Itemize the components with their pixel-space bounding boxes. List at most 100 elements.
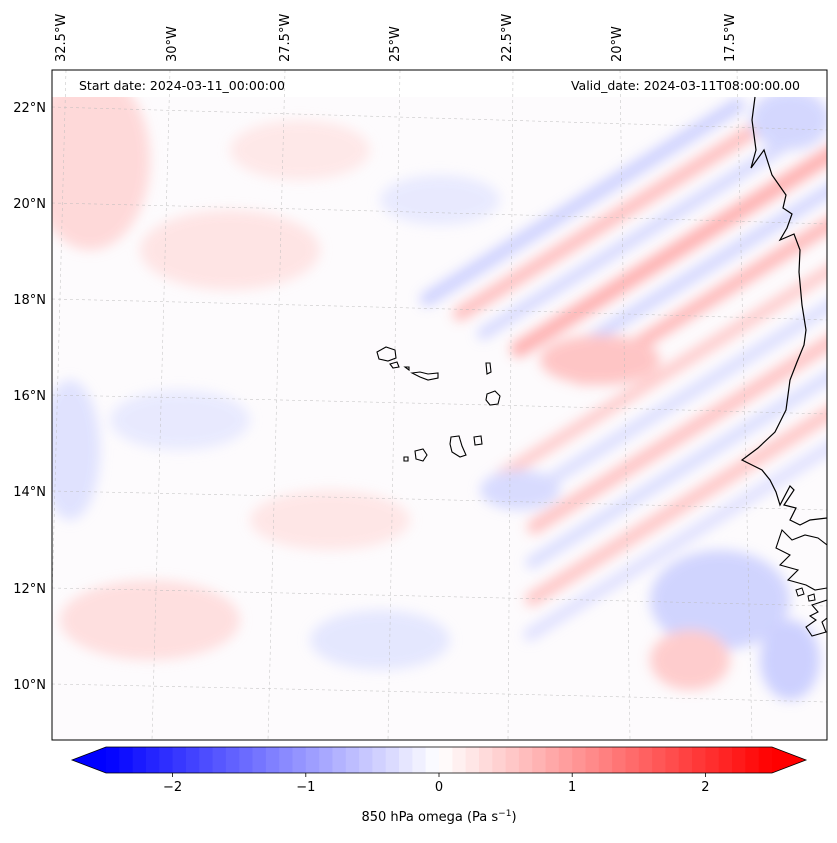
omega-blob <box>60 580 240 660</box>
colorbar-outline <box>70 746 808 774</box>
gridline-lon <box>267 70 286 740</box>
lat-label: 14°N <box>13 485 46 500</box>
colorbar-cell <box>372 747 387 773</box>
colorbar-cell <box>185 747 200 773</box>
colorbar-cell <box>452 747 467 773</box>
colorbar-cell <box>252 747 267 773</box>
lon-label: 27.5°W <box>278 14 293 62</box>
colorbar-cell <box>532 747 547 773</box>
island-sal <box>485 362 492 375</box>
omega-blob <box>52 380 100 520</box>
valid-date-label: Valid_date: 2024-03-11T08:00:00.00 <box>571 78 800 93</box>
gridline-lat <box>52 490 827 511</box>
lat-label: 10°N <box>13 678 46 693</box>
lon-label: 22.5°W <box>500 14 515 62</box>
colorbar-cell <box>492 747 507 773</box>
omega-streak <box>495 253 827 482</box>
colorbar-tick-label: −1 <box>296 780 315 795</box>
colorbar-cell <box>239 747 254 773</box>
colorbar-tick-label: 1 <box>568 780 576 795</box>
gridlines <box>52 70 827 740</box>
omega-streak <box>543 164 827 372</box>
colorbar-cell <box>385 747 400 773</box>
colorbar-cells <box>106 747 773 773</box>
coastline-guinea-bissau <box>775 528 827 591</box>
colorbar-cell <box>625 747 640 773</box>
omega-blob <box>310 610 450 670</box>
gridline-lat <box>52 683 827 703</box>
colorbar-cell <box>199 747 214 773</box>
island-santa-luzia <box>403 366 410 372</box>
colorbar-cell <box>665 747 680 773</box>
colorbar-cell <box>119 747 134 773</box>
omega-streak <box>527 268 827 497</box>
gridline-lat <box>52 202 827 225</box>
island-maio <box>473 435 483 446</box>
lon-label: 32.5°W <box>54 14 69 62</box>
colorbar: −2 −1 0 1 2 850 hPa omega (Pa s−1) <box>70 746 808 825</box>
gridline-lat <box>52 394 827 415</box>
island-fogo <box>414 448 428 462</box>
gridline-lon <box>52 70 67 601</box>
colorbar-cell <box>518 747 533 773</box>
island-boa-vista <box>485 390 501 406</box>
colorbar-cell <box>399 747 413 773</box>
colorbar-cell <box>692 747 706 773</box>
colorbar-cell <box>439 747 453 773</box>
colorbar-cell <box>132 747 147 773</box>
lon-label: 20°W <box>610 26 625 62</box>
omega-streak <box>453 91 812 321</box>
colorbar-cell <box>558 747 573 773</box>
colorbar-tick-label: 2 <box>701 780 709 795</box>
omega-blob <box>250 490 410 550</box>
gridline-lon <box>619 70 631 740</box>
omega-streak <box>523 412 827 641</box>
island-sao-vicente <box>389 361 400 369</box>
colorbar-cell <box>758 747 773 773</box>
colorbar-cell <box>172 747 187 773</box>
colorbar-cell <box>732 747 746 773</box>
omega-blob <box>650 630 730 690</box>
colorbar-cell <box>159 747 174 773</box>
omega-streak <box>575 166 827 386</box>
omega-blob <box>110 390 250 450</box>
colorbar-extend-max <box>772 747 806 773</box>
lat-label: 16°N <box>13 389 46 404</box>
omega-blob <box>480 470 560 510</box>
header-band <box>52 70 827 97</box>
colorbar-cell <box>292 747 307 773</box>
map-panel <box>52 70 827 740</box>
colorbar-cell <box>612 747 627 773</box>
map-frame <box>51 69 828 741</box>
colorbar-cell <box>505 747 520 773</box>
lon-label: 30°W <box>165 26 180 62</box>
cape-verde-islands <box>376 346 501 462</box>
omega-streak <box>525 376 827 607</box>
colorbar-cell <box>279 747 294 773</box>
island-santiago <box>449 435 467 458</box>
gridline-lon <box>387 70 401 740</box>
colorbar-tick-label: −2 <box>163 780 182 795</box>
omega-blob <box>140 210 320 290</box>
colorbar-ticks: −2 −1 0 1 2 <box>163 773 710 795</box>
colorbar-cell <box>332 747 347 773</box>
colorbar-cell <box>678 747 693 773</box>
colorbar-cell <box>425 747 440 773</box>
colorbar-tick-label: 0 <box>435 780 443 795</box>
lat-label: 18°N <box>13 293 46 308</box>
colorbar-cell <box>478 747 493 773</box>
colorbar-cell <box>745 747 760 773</box>
colorbar-cell <box>412 747 427 773</box>
gridline-lat <box>52 587 827 607</box>
latitude-labels: 22°N 20°N 18°N 16°N 14°N 12°N 10°N <box>13 101 46 693</box>
colorbar-cell <box>598 747 613 773</box>
bijagos-islands <box>795 587 816 602</box>
colorbar-cell <box>345 747 360 773</box>
start-date-label: Start date: 2024-03-11_00:00:00 <box>79 78 285 93</box>
omega-streak <box>477 122 819 340</box>
omega-streak <box>525 340 827 569</box>
colorbar-cell <box>145 747 160 773</box>
omega-streak <box>420 98 745 307</box>
omega-field <box>52 70 827 700</box>
